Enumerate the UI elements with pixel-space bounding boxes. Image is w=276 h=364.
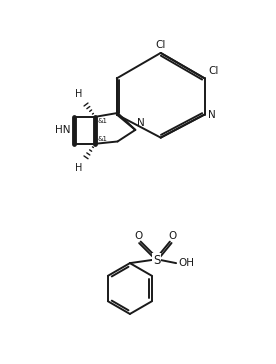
- Text: Cl: Cl: [208, 66, 219, 76]
- Text: O: O: [134, 231, 142, 241]
- Text: &1: &1: [97, 118, 108, 124]
- Text: N: N: [137, 118, 145, 128]
- Text: H: H: [75, 163, 82, 173]
- Text: OH: OH: [178, 258, 194, 268]
- Text: Cl: Cl: [155, 40, 166, 50]
- Text: O: O: [168, 231, 176, 241]
- Text: &1: &1: [97, 136, 108, 142]
- Text: S: S: [153, 254, 161, 266]
- Text: HN: HN: [55, 125, 71, 135]
- Text: N: N: [208, 110, 216, 120]
- Text: H: H: [75, 89, 82, 99]
